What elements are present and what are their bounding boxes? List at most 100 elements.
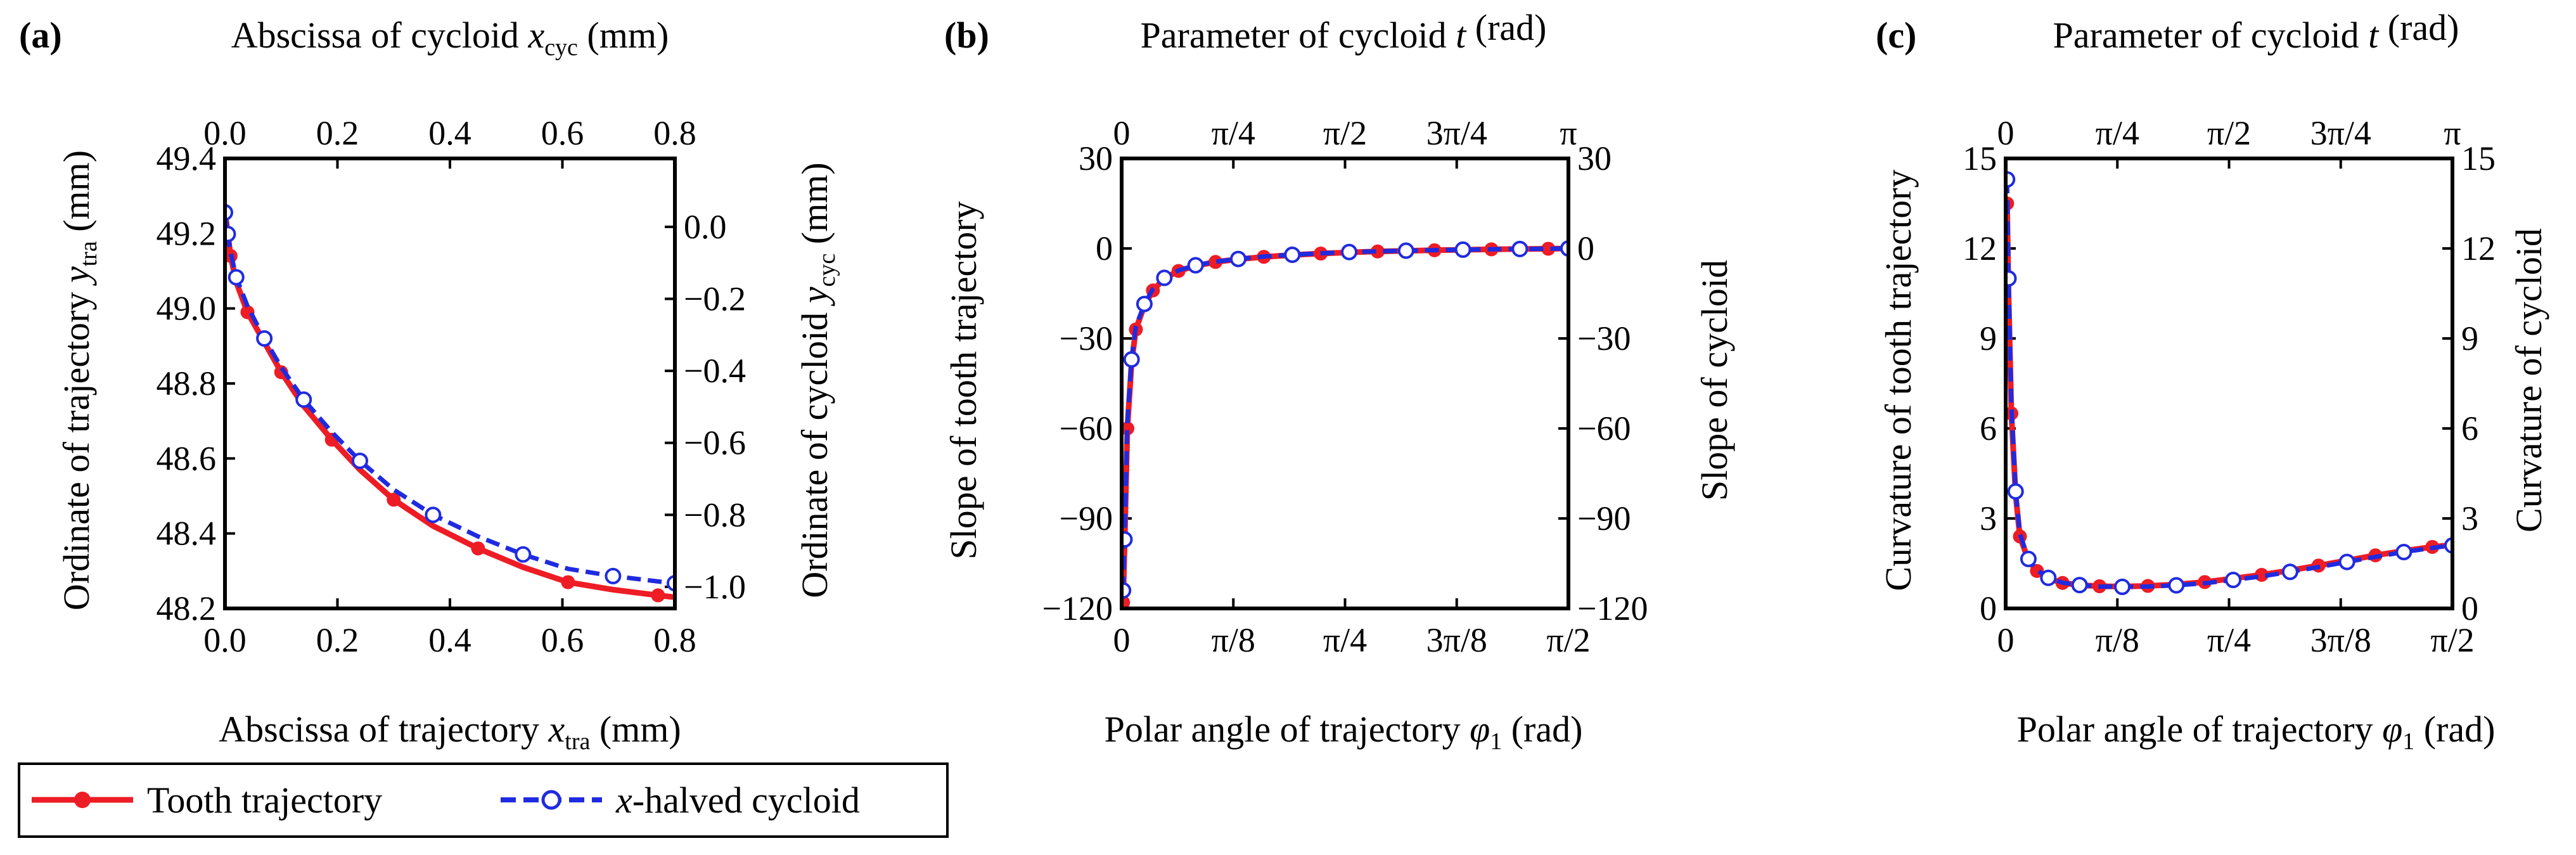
panel-c-right-axis-label: Curvature of cycloid bbox=[2508, 228, 2549, 532]
panel-c-label: (c) bbox=[1876, 15, 1916, 56]
panel-c-left-axis-label: Curvature of tooth trajectory bbox=[1878, 169, 1919, 591]
panel-b-cycloid-point bbox=[1454, 241, 1471, 258]
panel-a-cycloid-point bbox=[225, 226, 236, 243]
panel-b-trajectory-point bbox=[1541, 241, 1556, 256]
panel-b-trajectory-point bbox=[1122, 595, 1131, 608]
panel-a-top-tick-label: 0.2 bbox=[316, 114, 359, 152]
panel-b-trajectory-point bbox=[1122, 421, 1134, 435]
panel-a-trajectory-point bbox=[471, 541, 485, 556]
panel-c-top-tick-label: π/2 bbox=[2207, 114, 2251, 152]
panel-a-cycloid-point bbox=[352, 453, 368, 470]
panel-c-cycloid-point bbox=[2395, 544, 2413, 561]
legend: Tooth trajectory x-halved cycloid bbox=[18, 762, 949, 838]
panel-a: (a) Abscissa of cycloid xcyc (mm) Abscis… bbox=[19, 15, 840, 755]
panel-c-bottom-tick-label: 0 bbox=[1997, 621, 2015, 659]
panel-a-right-tick-label: −0.8 bbox=[684, 496, 746, 534]
panel-c-top-axis-label: Parameter of cycloid t (rad) bbox=[2053, 7, 2459, 56]
panel-b-bottom-axis-label: Polar angle of trajectory φ1 (rad) bbox=[1105, 709, 1583, 755]
panel-b-trajectory-point bbox=[1370, 244, 1385, 259]
panel-b-trajectory-point bbox=[1208, 255, 1223, 269]
panel-c-cycloid-point bbox=[2040, 569, 2057, 586]
panel-c-left-tick-label: 0 bbox=[1980, 589, 1997, 627]
panel-a-right-tick-label: 0.0 bbox=[684, 208, 727, 246]
panel-b-label: (b) bbox=[944, 15, 989, 56]
panel-b-left-tick-label: −60 bbox=[1060, 409, 1113, 447]
panel-a-bottom-tick-label: 0.0 bbox=[203, 621, 247, 659]
panel-a-cycloid-point bbox=[227, 269, 245, 286]
panel-a-left-tick-label: 49.2 bbox=[157, 214, 217, 252]
legend-box bbox=[18, 762, 949, 838]
panel-c-cycloid-point bbox=[2338, 553, 2355, 570]
panel-c: (c) Parameter of cycloid t (rad) Polar a… bbox=[1876, 7, 2549, 755]
panel-b-cycloid-point bbox=[1284, 246, 1301, 263]
panel-b-left-tick-label: 0 bbox=[1096, 229, 1113, 267]
legend-trajectory-marker bbox=[74, 792, 91, 808]
panel-b-right-tick-label: 0 bbox=[1577, 229, 1594, 267]
panel-c-right-tick-label: 9 bbox=[2461, 319, 2478, 357]
panel-c-cycloid-point bbox=[2168, 577, 2185, 594]
panel-a-right-tick-label: −0.2 bbox=[684, 280, 746, 318]
panel-b-right-tick-label: −60 bbox=[1577, 409, 1631, 447]
panel-a-top-axis-label: Abscissa of cycloid xcyc (mm) bbox=[231, 15, 669, 61]
panel-c-right-tick-label: 12 bbox=[2461, 229, 2496, 267]
panel-b-cycloid-point bbox=[1230, 250, 1247, 267]
panel-a-trajectory-point bbox=[387, 492, 401, 507]
panel-b-plot-area bbox=[1122, 240, 1568, 608]
panel-a-cycloid-point bbox=[425, 506, 442, 524]
panel-a-left-tick-label: 49.4 bbox=[157, 139, 217, 177]
panel-a-cycloid-point bbox=[295, 391, 312, 408]
panel-a-top-tick-label: 0.6 bbox=[541, 114, 584, 152]
panel-a-bottom-axis-label: Abscissa of trajectory xtra (mm) bbox=[219, 709, 681, 755]
panel-a-bottom-tick-label: 0.6 bbox=[541, 621, 584, 659]
panel-a-top-tick-label: 0.8 bbox=[653, 114, 696, 152]
panel-b-bottom-tick-label: 0 bbox=[1113, 621, 1131, 659]
panel-a-plot-area bbox=[225, 203, 675, 603]
panel-c-frame bbox=[2004, 157, 2454, 610]
panel-a-top-tick-label: 0.0 bbox=[203, 114, 247, 152]
panel-b-bottom-tick-label: 3π/8 bbox=[1426, 621, 1487, 659]
panel-b-cycloid-point bbox=[1511, 240, 1528, 257]
panel-c-cycloid-point bbox=[2281, 563, 2298, 581]
panel-c-bottom-tick-label: π/4 bbox=[2207, 621, 2251, 659]
panel-b-left-tick-label: −90 bbox=[1060, 499, 1113, 537]
panel-b-right-axis-label: Slope of cycloid bbox=[1694, 260, 1735, 501]
panel-c-cycloid-point bbox=[2006, 270, 2017, 287]
panel-a-cycloid-point bbox=[605, 567, 622, 584]
panel-a-right-tick-label: −1.0 bbox=[684, 568, 746, 606]
panel-a-cycloid-point bbox=[256, 330, 273, 347]
legend-cycloid-marker bbox=[541, 790, 561, 810]
panel-c-right-tick-label: 3 bbox=[2461, 499, 2478, 537]
panel-b-top-tick-label: 0 bbox=[1113, 114, 1131, 152]
panel-b: (b) Parameter of cycloid t (rad) Polar a… bbox=[943, 7, 1735, 755]
panel-c-left-tick-label: 3 bbox=[1980, 499, 1997, 537]
panel-a-cycloid-line bbox=[225, 212, 675, 586]
panel-a-left-tick-label: 48.6 bbox=[157, 439, 217, 477]
panel-a-bottom-tick-label: 0.4 bbox=[428, 621, 471, 659]
panel-c-left-tick-label: 9 bbox=[1980, 319, 1997, 357]
panel-c-cycloid-point bbox=[2225, 572, 2242, 589]
panel-b-cycloid-point bbox=[1122, 531, 1133, 548]
panel-b-right-tick-label: 30 bbox=[1577, 139, 1612, 177]
panel-b-top-tick-label: π bbox=[1560, 114, 1577, 152]
panel-a-cycloid-point bbox=[515, 546, 532, 563]
panel-b-top-axis-label: Parameter of cycloid t (rad) bbox=[1141, 7, 1547, 56]
panel-b-frame bbox=[1120, 157, 1570, 610]
panel-a-label: (a) bbox=[19, 15, 62, 56]
panel-a-left-tick-label: 48.4 bbox=[157, 515, 217, 553]
panel-b-left-tick-label: −30 bbox=[1060, 319, 1113, 357]
panel-b-cycloid-point bbox=[1187, 257, 1204, 274]
panel-a-left-tick-label: 49.0 bbox=[157, 290, 217, 328]
panel-c-cycloid-point bbox=[2007, 483, 2024, 500]
panel-c-cycloid-point bbox=[2071, 577, 2088, 594]
panel-b-bottom-tick-label: π/2 bbox=[1546, 621, 1590, 659]
panel-c-left-tick-label: 6 bbox=[1980, 409, 1997, 447]
panel-a-bottom-tick-label: 0.8 bbox=[653, 621, 696, 659]
panel-a-frame bbox=[223, 157, 677, 610]
panel-c-top-tick-label: 0 bbox=[1997, 114, 2015, 152]
panel-a-bottom-tick-label: 0.2 bbox=[316, 621, 359, 659]
panel-a-left-tick-label: 48.8 bbox=[157, 364, 217, 402]
panel-c-cycloid-point bbox=[2020, 550, 2037, 567]
panel-b-right-tick-label: −120 bbox=[1577, 589, 1648, 627]
panel-a-top-tick-label: 0.4 bbox=[428, 114, 471, 152]
